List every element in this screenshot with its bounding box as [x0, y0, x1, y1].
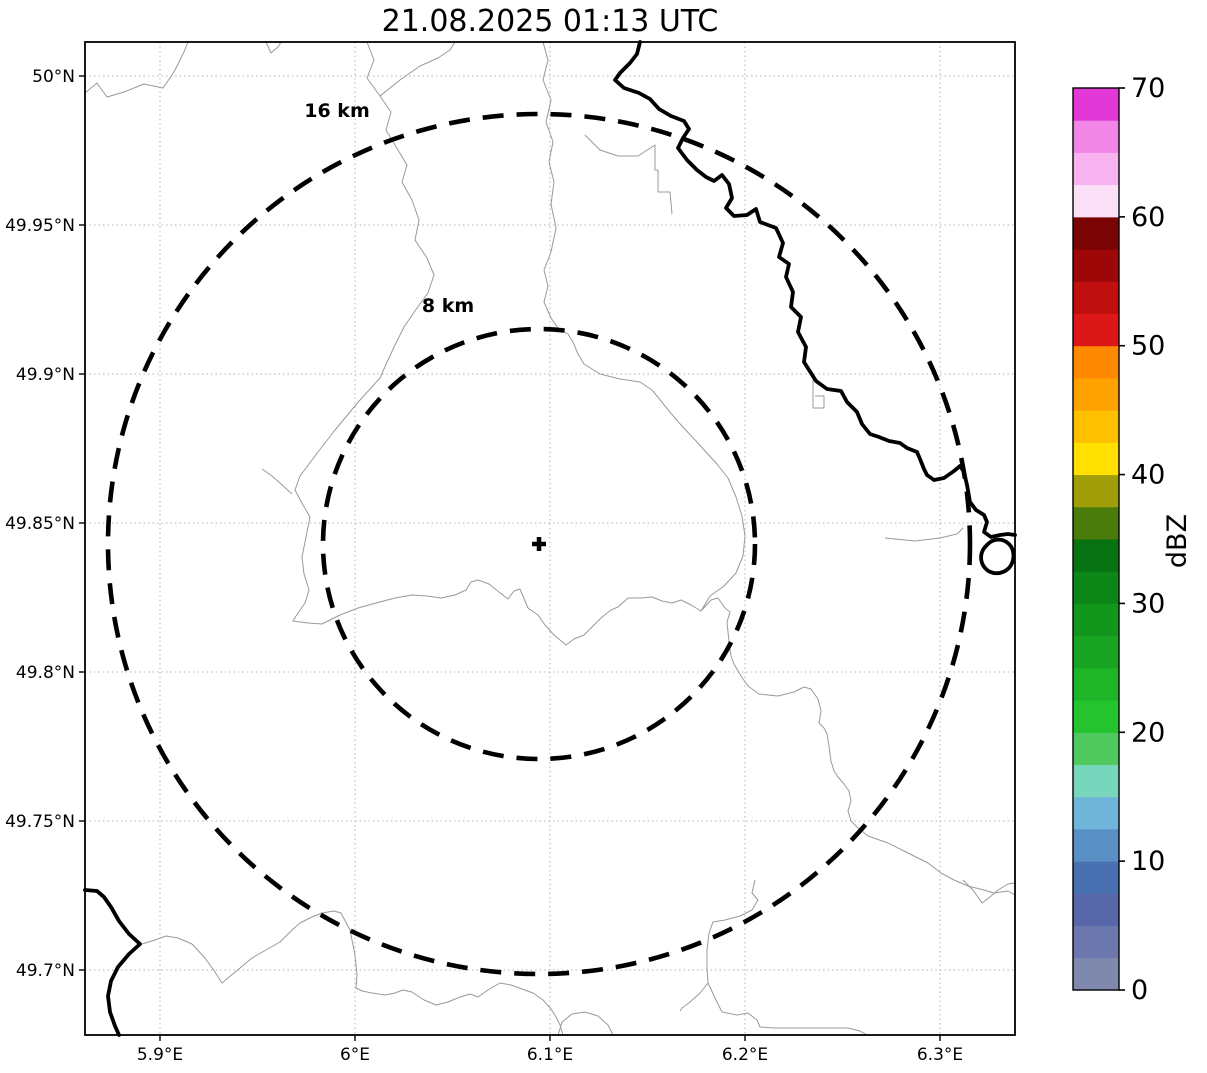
colorbar-segment — [1073, 828, 1119, 862]
colorbar-tick-label: 40 — [1131, 460, 1165, 491]
colorbar-segment — [1073, 893, 1119, 927]
y-tick-label: 50°N — [32, 67, 75, 87]
range-ring-8km — [320, 326, 758, 762]
colorbar-segment — [1073, 313, 1119, 347]
colorbar-frame — [1072, 87, 1120, 991]
y-tick-label: 49.8°N — [16, 663, 75, 683]
thin-boundary-lines — [84, 41, 1016, 1036]
boundary-line — [141, 910, 564, 1036]
colorbar-segment — [1073, 700, 1119, 733]
border-river-loop — [979, 537, 1016, 576]
colorbar-segment — [1073, 667, 1119, 701]
colorbar-tick-label: 0 — [1131, 975, 1148, 1006]
radar-site-marker — [532, 537, 546, 551]
boundary-line — [379, 41, 456, 97]
x-tick-label: 6°E — [340, 1045, 370, 1065]
boundary-line — [542, 41, 746, 612]
y-tick-label: 49.75°N — [5, 812, 75, 832]
y-tick-label: 49.85°N — [5, 514, 75, 534]
border-river-line — [613, 40, 1017, 539]
colorbar-segment — [1073, 88, 1119, 121]
colorbar-segment — [1073, 377, 1119, 411]
colorbar-segment — [1073, 120, 1119, 153]
colorbar-tick-label: 70 — [1131, 73, 1165, 104]
grid-layer: 5.9°E 6°E 6.1°E 6.2°E 6.3°E 50°N 49.95°N 49.9°N… — [5, 42, 1015, 1065]
colorbar-segment — [1073, 506, 1119, 540]
colorbar-segment — [1073, 442, 1119, 476]
boundary-line — [707, 982, 868, 1036]
colorbar-segment — [1073, 796, 1119, 830]
colorbar-segment — [1073, 603, 1119, 637]
y-tick-label: 49.95°N — [5, 216, 75, 236]
colorbar-segment — [1073, 249, 1119, 282]
colorbar-tick-label: 20 — [1131, 717, 1165, 748]
boundary-line — [584, 134, 673, 215]
thick-border-lines — [83, 40, 1017, 1037]
y-tick-label: 49.9°N — [16, 365, 75, 385]
boundary-line — [962, 879, 1016, 904]
x-tick-label: 6.2°E — [722, 1045, 768, 1065]
colorbar-segment — [1073, 474, 1119, 508]
colorbar-segment — [1073, 539, 1119, 572]
colorbar-segment — [1073, 571, 1119, 604]
x-tick-label: 6.3°E — [917, 1045, 963, 1065]
x-tick-label: 6.1°E — [527, 1045, 573, 1065]
colorbar-segment — [1073, 216, 1119, 250]
boundary-line — [84, 41, 189, 98]
plot-frame — [84, 41, 1016, 1036]
ring-label-8km: 8 km — [422, 295, 474, 317]
colorbar-tick-label: 30 — [1131, 588, 1165, 619]
boundary-line — [557, 1011, 614, 1036]
colorbar-tick-label: 50 — [1131, 331, 1165, 362]
boundary-line — [679, 879, 759, 1012]
colorbar-tick-label: 10 — [1131, 846, 1165, 877]
range-rings — [105, 111, 973, 977]
boundary-line — [292, 41, 1016, 896]
boundary-line — [261, 468, 293, 495]
range-ring-16km — [105, 111, 973, 977]
y-tick-label: 49.7°N — [16, 961, 75, 981]
colorbar-segment — [1073, 152, 1119, 186]
colorbar-segment — [1073, 732, 1119, 765]
colorbar-segment — [1073, 184, 1119, 218]
border-river-line — [83, 888, 142, 1037]
boundary-line — [884, 527, 964, 542]
colorbar-segment — [1073, 957, 1119, 991]
colorbar-segment — [1073, 410, 1119, 443]
colorbar-segment — [1073, 861, 1119, 894]
boundary-line — [265, 41, 282, 54]
colorbar-unit-label: dBZ — [1162, 514, 1193, 568]
colorbar: 0 10 20 30 40 50 60 70 — [1073, 73, 1165, 1006]
colorbar-tick-label: 60 — [1131, 202, 1165, 233]
colorbar-segment — [1073, 925, 1119, 959]
colorbar-segment — [1073, 345, 1119, 379]
colorbar-segment — [1073, 764, 1119, 798]
plot-title: 21.08.2025 01:13 UTC — [382, 4, 719, 39]
ring-label-16km: 16 km — [304, 100, 370, 122]
x-tick-label: 5.9°E — [137, 1045, 183, 1065]
colorbar-segment — [1073, 635, 1119, 669]
boundary-line — [812, 380, 825, 409]
colorbar-segment — [1073, 281, 1119, 314]
